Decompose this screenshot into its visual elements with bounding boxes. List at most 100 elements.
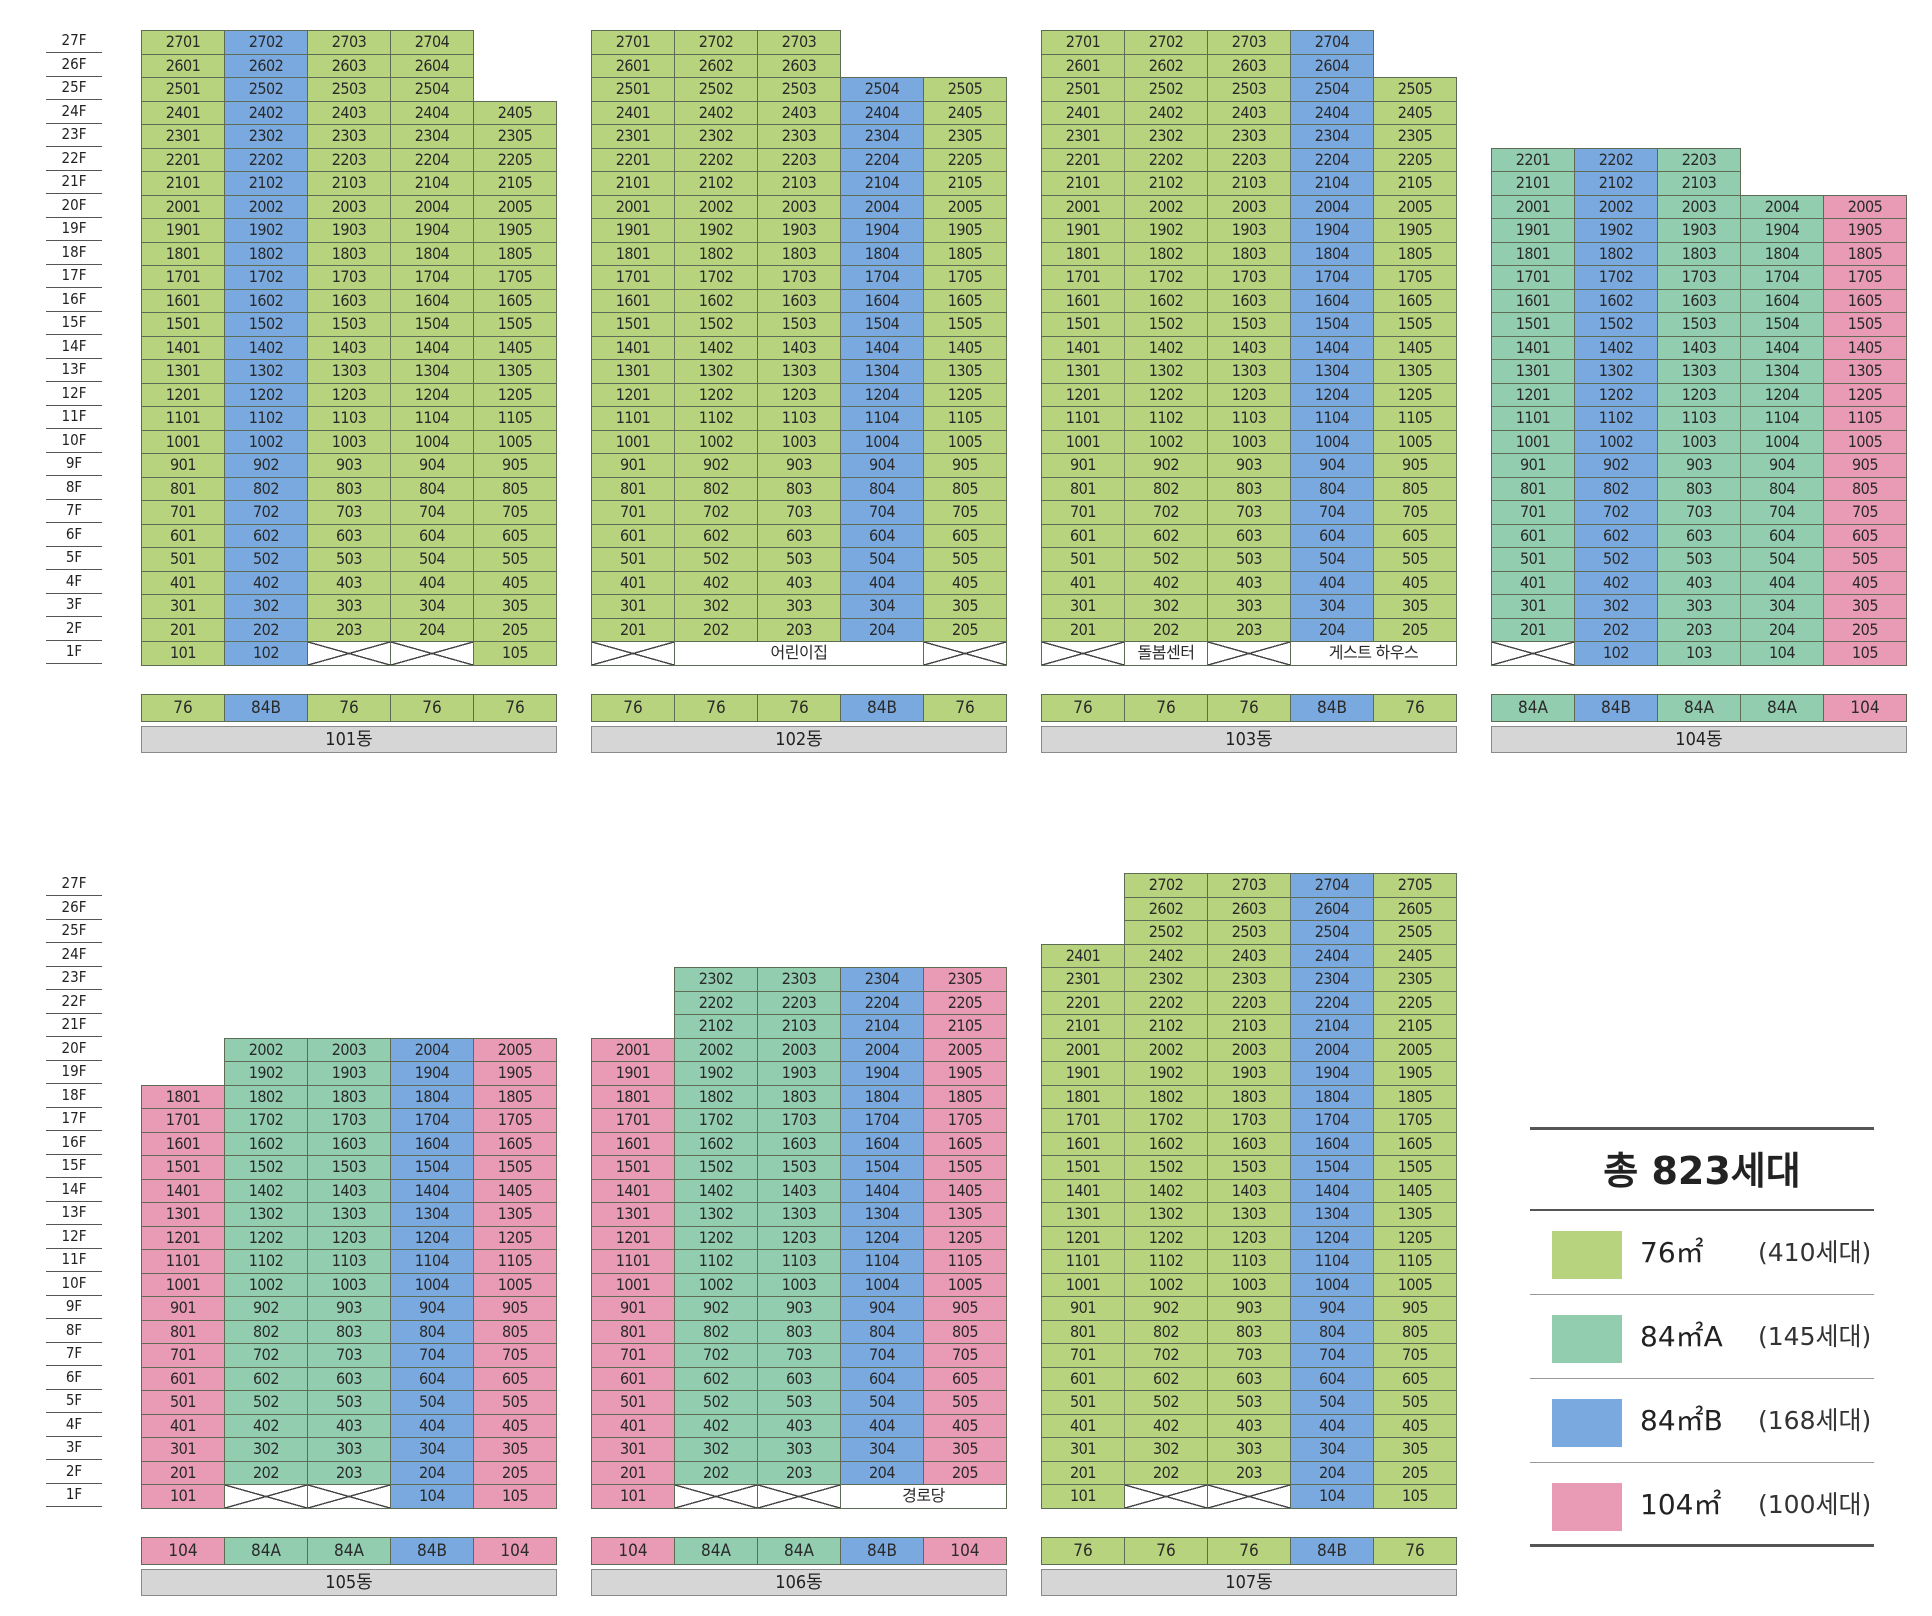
unit-cell: 302 [674, 594, 758, 619]
unit-cell: 801 [591, 1319, 675, 1344]
unit-cell: 902 [1574, 453, 1658, 478]
unit-cell: 1101 [141, 406, 225, 431]
legend-area-84a: 84㎡A [1640, 1320, 1723, 1353]
unit-cell: 2103 [757, 171, 841, 196]
unit-cell: 1001 [591, 429, 675, 454]
unit-cell: 2305 [923, 967, 1007, 992]
unit-cell: 1904 [1290, 218, 1374, 243]
unit-cell: 1803 [757, 241, 841, 266]
unit-cell: 505 [923, 547, 1007, 572]
floor-label-24f: 24F [46, 101, 102, 124]
unit-type-cell: 104 [473, 1537, 557, 1565]
unit-cell: 1305 [473, 1202, 557, 1227]
unit-cell: 1903 [757, 218, 841, 243]
unit-cell: 2105 [1373, 1014, 1457, 1039]
unit-cell: 1802 [674, 1084, 758, 1109]
floor-label-26f: 26F [46, 897, 102, 920]
unit-cell: 602 [1574, 523, 1658, 548]
unit-cell: 1101 [591, 406, 675, 431]
unit-cell: 1403 [757, 1178, 841, 1203]
unit-cell: 902 [224, 453, 308, 478]
unit-cell: 802 [674, 1319, 758, 1344]
unit-cell: 902 [224, 1296, 308, 1321]
unit-cell: 2001 [141, 194, 225, 219]
unit-cell: 1701 [591, 1108, 675, 1133]
unit-cell: 302 [224, 1437, 308, 1462]
legend-area-76: 76㎡ [1640, 1236, 1704, 1269]
unit-cell: 1702 [1124, 265, 1208, 290]
unit-cell: 405 [923, 1413, 1007, 1438]
floor-label-27f: 27F [46, 30, 102, 53]
unit-empty [390, 641, 474, 666]
unit-cell: 2302 [1124, 967, 1208, 992]
unit-cell: 1104 [390, 406, 474, 431]
unit-cell: 2305 [473, 124, 557, 149]
unit-empty [674, 1484, 758, 1509]
unit-cell: 1104 [1290, 1249, 1374, 1274]
unit-cell: 1902 [224, 218, 308, 243]
unit-cell: 801 [141, 1319, 225, 1344]
unit-cell: 1902 [224, 1061, 308, 1086]
unit-cell: 2005 [923, 194, 1007, 219]
unit-cell: 901 [1041, 453, 1125, 478]
unit-cell: 2002 [224, 1037, 308, 1062]
unit-cell: 1404 [390, 1178, 474, 1203]
unit-cell: 405 [473, 570, 557, 595]
unit-cell: 1202 [674, 382, 758, 407]
unit-cell: 2204 [840, 990, 924, 1015]
unit-cell: 305 [473, 1437, 557, 1462]
unit-type-cell: 84A [1491, 694, 1575, 722]
unit-cell: 1103 [307, 406, 391, 431]
legend-count-84b: (168세대) [1758, 1406, 1872, 1435]
unit-cell: 201 [141, 1460, 225, 1485]
unit-cell: 404 [1290, 1413, 1374, 1438]
unit-cell: 901 [1491, 453, 1575, 478]
unit-cell: 503 [757, 547, 841, 572]
unit-cell: 1502 [224, 312, 308, 337]
unit-cell: 705 [923, 1343, 1007, 1368]
unit-cell: 801 [1491, 476, 1575, 501]
unit-cell: 1105 [923, 1249, 1007, 1274]
unit-cell: 1303 [1207, 359, 1291, 384]
unit-cell: 2101 [1041, 171, 1125, 196]
unit-cell: 1305 [1373, 1202, 1457, 1227]
unit-cell: 902 [674, 453, 758, 478]
unit-cell: 901 [591, 1296, 675, 1321]
unit-cell: 1801 [1491, 241, 1575, 266]
unit-cell: 903 [757, 453, 841, 478]
unit-cell: 2704 [1290, 30, 1374, 55]
unit-cell: 2104 [1290, 1014, 1374, 1039]
floor-label-4f: 4F [46, 571, 102, 594]
unit-cell: 701 [1041, 1343, 1125, 1368]
unit-cell: 901 [1041, 1296, 1125, 1321]
unit-cell: 2303 [757, 967, 841, 992]
unit-cell: 404 [1290, 570, 1374, 595]
unit-cell: 2001 [1491, 194, 1575, 219]
unit-cell: 1104 [1740, 406, 1824, 431]
unit-cell: 1703 [757, 265, 841, 290]
unit-cell: 2103 [1207, 1014, 1291, 1039]
unit-cell: 1801 [1041, 1084, 1125, 1109]
unit-cell: 202 [224, 617, 308, 642]
unit-empty [224, 1484, 308, 1509]
unit-cell: 1102 [1124, 1249, 1208, 1274]
unit-cell: 703 [307, 1343, 391, 1368]
unit-cell: 2301 [1041, 967, 1125, 992]
unit-cell: 2005 [923, 1037, 1007, 1062]
unit-cell: 804 [840, 1319, 924, 1344]
unit-cell: 1404 [840, 335, 924, 360]
unit-cell: 1905 [473, 1061, 557, 1086]
unit-cell: 504 [390, 547, 474, 572]
unit-cell: 405 [923, 570, 1007, 595]
unit-cell: 1503 [757, 1155, 841, 1180]
unit-cell: 2101 [1041, 1014, 1125, 1039]
unit-cell: 2605 [1373, 896, 1457, 921]
unit-cell: 205 [1823, 617, 1907, 642]
unit-cell: 1903 [757, 1061, 841, 1086]
unit-cell: 605 [473, 1366, 557, 1391]
unit-cell: 2104 [1290, 171, 1374, 196]
unit-cell: 2301 [1041, 124, 1125, 149]
unit-cell: 301 [1491, 594, 1575, 619]
unit-cell: 1402 [1124, 335, 1208, 360]
unit-cell: 2302 [674, 124, 758, 149]
